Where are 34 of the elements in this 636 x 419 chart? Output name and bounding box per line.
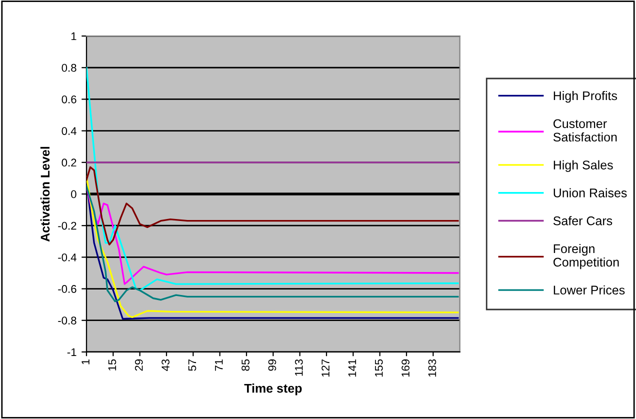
x-tick-label: 113: [294, 359, 303, 376]
legend-label: Safer Cars: [553, 216, 612, 226]
y-tick-label: -0.8: [58, 316, 76, 325]
x-tick-label: 1: [82, 359, 90, 364]
legend-label: Foreign Competition: [553, 244, 619, 270]
y-tick-label: -0.2: [58, 222, 76, 230]
y-tick-label: 1: [71, 32, 76, 40]
y-tick-label: -0.6: [58, 285, 76, 293]
x-tick-label: 183: [428, 359, 436, 377]
x-tick-label: 99: [268, 359, 276, 371]
x-tick-label: 127: [322, 359, 330, 377]
x-tick-label: 15: [108, 359, 116, 370]
legend-label: High Profits: [554, 91, 618, 103]
x-axis-title: Time step: [244, 384, 302, 396]
x-tick-label: 155: [375, 359, 383, 377]
y-tick-label: 0.2: [62, 158, 76, 167]
y-tick-label: -0.4: [58, 253, 76, 262]
legend-label: Customer Satisfaction: [553, 119, 617, 142]
legend-label: High Sales: [554, 160, 613, 172]
y-tick-label: 0.8: [62, 64, 76, 72]
y-tick-label: 0.6: [62, 95, 76, 104]
legend-label: Lower Prices: [554, 285, 625, 295]
y-tick-label: -1: [67, 348, 76, 356]
legend-label: Union Raises: [554, 188, 627, 198]
x-tick-label: 141: [348, 359, 356, 377]
y-tick-label: 0.4: [62, 127, 76, 135]
x-tick-label: 43: [162, 359, 170, 372]
y-tick-label: 0: [71, 190, 76, 198]
x-tick-label: 29: [134, 359, 143, 371]
y-axis-title: Activation Level: [40, 146, 50, 242]
x-tick-label: 57: [188, 359, 196, 371]
x-tick-label: 169: [402, 359, 410, 377]
x-tick-label: 71: [215, 359, 223, 371]
x-tick-label: 85: [242, 359, 250, 371]
